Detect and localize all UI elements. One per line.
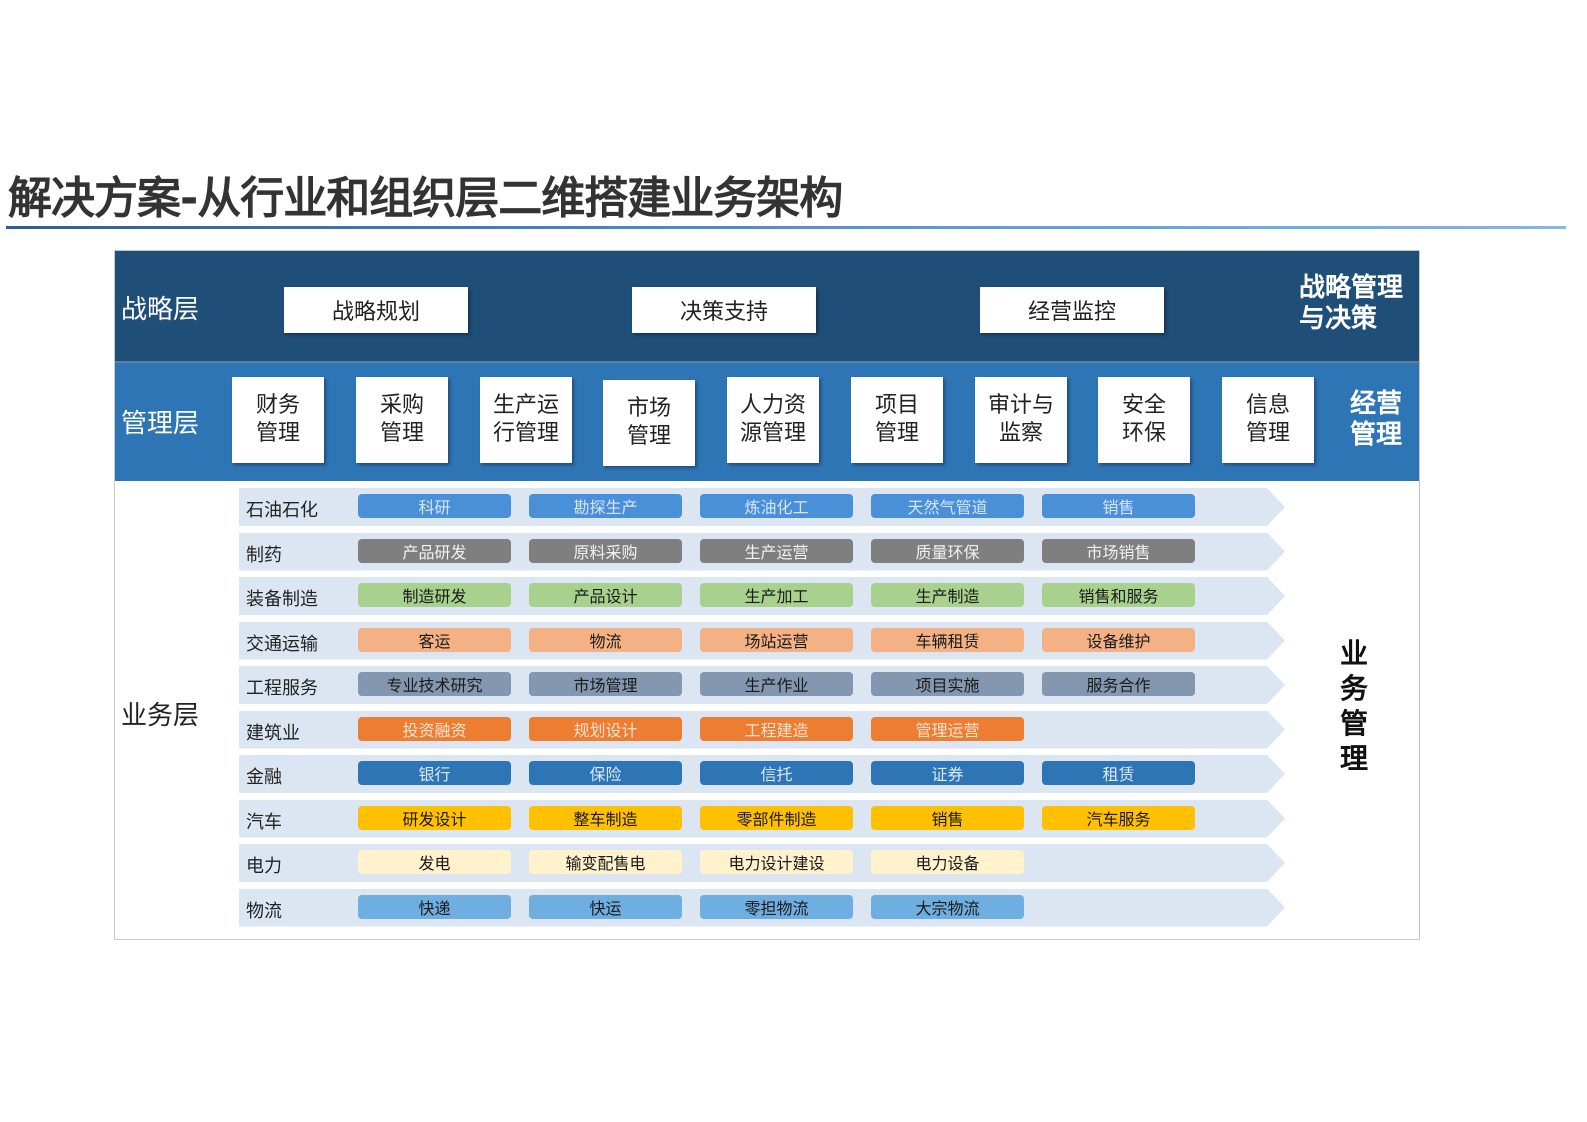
mgmt-box-audit: 审计与 监察 <box>975 377 1067 463</box>
industry-row: 工程服务 专业技术研究 市场管理 生产作业 项目实施 服务合作 <box>239 666 1285 704</box>
business-process-pill: 设备维护 <box>1042 627 1195 652</box>
business-side-label: 业 务 管 理 <box>1339 637 1368 775</box>
strategy-side-label-line1: 战略管理 <box>1299 273 1404 303</box>
industry-row: 石油石化 科研 勘探生产 炼油化工 天然气管道 销售 <box>239 488 1285 526</box>
business-process-pill: 勘探生产 <box>529 494 682 518</box>
industry-row: 装备制造 制造研发 产品设计 生产加工 生产制造 销售和服务 <box>239 577 1285 615</box>
business-process-pill: 质量环保 <box>871 538 1024 563</box>
industry-row: 汽车 研发设计 整车制造 零部件制造 销售 汽车服务 <box>239 799 1285 838</box>
management-layer: 管理层 财务 管理 采购 管理 生产运 行管理 市场 管理 人力资 源管理 项目 管理 审计… <box>115 363 1419 481</box>
business-process-pill: 投资融资 <box>358 716 511 741</box>
industry-name: 装备制造 <box>246 589 318 610</box>
mgmt-box-procurement: 采购 管理 <box>356 377 448 463</box>
industry-name: 交通运输 <box>246 633 318 655</box>
mgmt-box-information: 信息 管理 <box>1222 377 1314 463</box>
mgmt-box-hr: 人力资 源管理 <box>727 377 819 463</box>
industry-name: 金融 <box>246 767 282 788</box>
business-process-pill: 生产运营 <box>700 538 853 563</box>
industry-name: 制药 <box>246 544 282 566</box>
industry-name: 石油石化 <box>246 500 318 521</box>
business-process-pill: 客运 <box>358 627 511 652</box>
business-process-pill: 规划设计 <box>529 716 682 741</box>
business-process-pill: 销售 <box>1042 494 1195 518</box>
business-process-pill: 物流 <box>529 627 682 652</box>
business-process-pill: 专业技术研究 <box>358 672 511 696</box>
business-process-pill: 项目实施 <box>871 672 1024 696</box>
industry-row: 制药 产品研发 原料采购 生产运营 质量环保 市场销售 <box>239 532 1285 571</box>
strategy-box-decision-support: 决策支持 <box>632 287 816 333</box>
business-process-pill: 证券 <box>871 761 1024 785</box>
business-process-pill: 产品设计 <box>529 583 682 607</box>
business-process-pill: 输变配售电 <box>529 850 682 874</box>
business-process-pill: 发电 <box>358 850 511 874</box>
industry-row: 建筑业 投资融资 规划设计 工程建造 管理运营 <box>239 710 1285 749</box>
business-process-pill: 零担物流 <box>700 894 853 919</box>
business-process-pill: 管理运营 <box>871 716 1024 741</box>
strategy-layer: 战略层 战略规划 决策支持 经营监控 战略管理 与决策 <box>115 251 1419 363</box>
industry-rows: 石油石化 科研 勘探生产 炼油化工 天然气管道 销售 制药 产品研发 原料采购 生产运营 质量环保市… <box>239 488 1285 933</box>
industry-row: 交通运输 客运 物流 场站运营 车辆租赁 设备维护 <box>239 621 1285 660</box>
mgmt-box-marketing: 市场 管理 <box>603 380 695 466</box>
business-process-pill: 汽车服务 <box>1042 805 1195 830</box>
management-side-label: 经营 管理 <box>1350 389 1402 451</box>
industry-name: 电力 <box>246 856 282 877</box>
business-process-pill: 研发设计 <box>358 805 511 830</box>
strategy-side-label-line2: 与决策 <box>1299 304 1378 334</box>
business-process-pill: 电力设计建设 <box>700 850 853 874</box>
business-process-pill: 大宗物流 <box>871 894 1024 919</box>
business-process-pill: 原料采购 <box>529 538 682 563</box>
architecture-diagram: 战略层 战略规划 决策支持 经营监控 战略管理 与决策 管理层 财务 管理 采购管… <box>114 250 1420 940</box>
management-layer-label: 管理层 <box>121 409 200 439</box>
business-process-pill: 银行 <box>358 761 511 785</box>
business-process-pill: 保险 <box>529 761 682 785</box>
industry-name: 物流 <box>246 900 282 922</box>
industry-row: 物流 快递 快运 零担物流 大宗物流 <box>239 888 1285 927</box>
business-process-pill: 炼油化工 <box>700 494 853 518</box>
strategy-box-planning: 战略规划 <box>284 287 468 333</box>
business-process-pill: 整车制造 <box>529 805 682 830</box>
business-process-pill: 科研 <box>358 494 511 518</box>
business-process-pill: 生产制造 <box>871 583 1024 607</box>
business-process-pill: 生产加工 <box>700 583 853 607</box>
strategy-side-label: 战略管理 与决策 <box>1299 273 1403 335</box>
mgmt-box-safety: 安全 环保 <box>1098 377 1190 463</box>
business-process-pill: 服务合作 <box>1042 672 1195 696</box>
business-process-pill: 天然气管道 <box>871 494 1024 518</box>
business-process-pill: 租赁 <box>1042 761 1195 785</box>
strategy-layer-label: 战略层 <box>121 295 200 325</box>
business-process-pill: 快递 <box>358 894 511 919</box>
industry-name: 建筑业 <box>246 722 300 744</box>
business-process-pill: 销售和服务 <box>1042 583 1195 607</box>
business-process-pill: 工程建造 <box>700 716 853 741</box>
management-side-label-line1: 经营 <box>1350 389 1403 419</box>
industry-row: 电力 发电 输变配售电 电力设计建设 电力设备 <box>239 844 1285 882</box>
business-process-pill: 快运 <box>529 894 682 919</box>
strategy-box-operations-monitoring: 经营监控 <box>980 287 1164 333</box>
industry-name: 汽车 <box>246 811 282 833</box>
business-process-pill: 车辆租赁 <box>871 627 1024 652</box>
business-process-pill: 场站运营 <box>700 627 853 652</box>
industry-row: 金融 银行 保险 信托 证券 租赁 <box>239 755 1285 793</box>
business-process-pill: 电力设备 <box>871 850 1024 874</box>
business-process-pill: 市场管理 <box>529 672 682 696</box>
business-process-pill: 生产作业 <box>700 672 853 696</box>
business-process-pill: 销售 <box>871 805 1024 830</box>
mgmt-box-production-ops: 生产运 行管理 <box>480 377 572 463</box>
business-process-pill: 制造研发 <box>358 583 511 607</box>
management-side-label-line2: 管理 <box>1350 420 1403 450</box>
business-process-pill: 产品研发 <box>358 538 511 563</box>
mgmt-box-finance: 财务 管理 <box>232 377 324 463</box>
page-title: 解决方案-从行业和组织层二维搭建业务架构 <box>8 173 843 224</box>
business-process-pill: 市场销售 <box>1042 538 1195 563</box>
business-process-pill: 零部件制造 <box>700 805 853 830</box>
mgmt-box-project: 项目 管理 <box>851 377 943 463</box>
business-layer-label: 业务层 <box>121 701 200 731</box>
business-process-pill: 信托 <box>700 761 853 785</box>
title-divider <box>6 226 1566 229</box>
industry-name: 工程服务 <box>246 678 318 699</box>
